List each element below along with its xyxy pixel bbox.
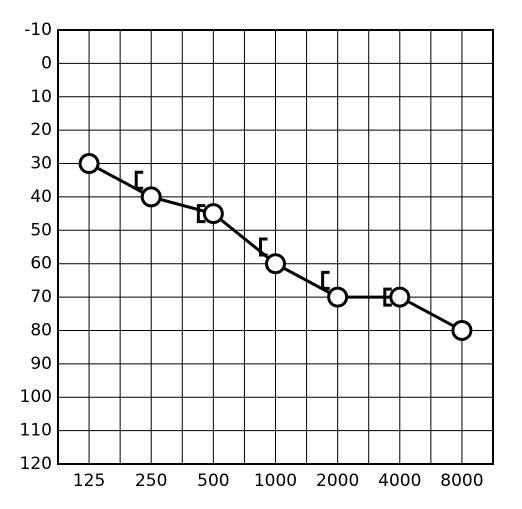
y-tick-label: 70: [30, 287, 52, 307]
bone-marker: [321, 270, 330, 290]
air-marker: [327, 286, 349, 308]
y-tick-label: 40: [30, 187, 52, 207]
air-marker: [389, 286, 411, 308]
air-marker: [451, 319, 473, 341]
y-tick-label: 110: [20, 421, 52, 441]
y-tick-label: 80: [30, 320, 52, 340]
y-tick-label: 60: [30, 254, 52, 274]
bone-marker: [259, 237, 268, 257]
bone-marker: [134, 170, 144, 190]
air-marker: [78, 153, 100, 175]
air-marker: [202, 203, 224, 225]
air-marker: [140, 186, 162, 208]
y-tick-label: 90: [30, 354, 52, 374]
y-tick-label: 100: [20, 387, 52, 407]
y-tick-label: 30: [30, 154, 52, 174]
y-tick-label: 20: [30, 120, 52, 140]
bone-marker: [196, 204, 206, 224]
bone-marker: [383, 287, 392, 307]
x-tick-label: 4000: [378, 471, 421, 491]
y-tick-label: -10: [24, 20, 52, 40]
x-tick-label: 500: [197, 471, 229, 491]
x-tick-label: 1000: [254, 471, 297, 491]
y-tick-label: 0: [41, 53, 52, 73]
y-tick-label: 120: [20, 454, 52, 474]
y-tick-label: 50: [30, 220, 52, 240]
air-marker: [265, 253, 286, 275]
x-tick-label: 2000: [316, 471, 359, 491]
plot-frame: [57, 29, 494, 465]
y-tick-label: 10: [30, 87, 52, 107]
x-tick-label: 250: [135, 471, 167, 491]
x-tick-label: 125: [73, 471, 105, 491]
x-tick-label: 8000: [440, 471, 483, 491]
